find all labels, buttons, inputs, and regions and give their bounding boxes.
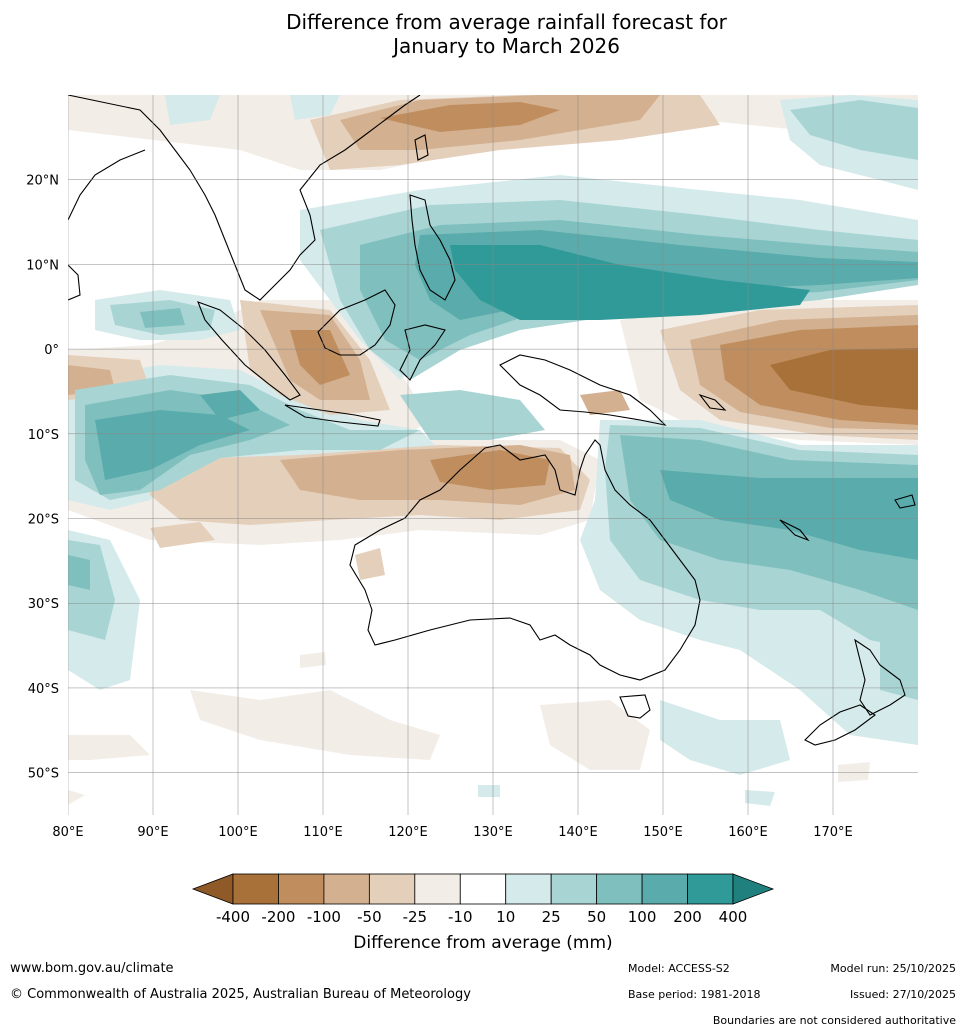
colorbar-swatch bbox=[323, 873, 370, 905]
sri-lanka-coast bbox=[68, 264, 81, 301]
coastlines bbox=[68, 95, 916, 746]
solomon-islands-coast bbox=[698, 393, 727, 411]
colorbar-tick-label: -100 bbox=[307, 908, 341, 926]
colorbar-tick-label: 50 bbox=[587, 908, 606, 926]
longitude-tick-label: 110°E bbox=[303, 825, 343, 840]
colorbar-swatch bbox=[278, 873, 325, 905]
colorbar-tick-label: 200 bbox=[673, 908, 702, 926]
latitude-tick-label: 20°N bbox=[26, 174, 59, 189]
base-period: Base period: 1981-2018 bbox=[628, 988, 761, 1001]
latitude-axis: 20°N 10°N 0° 10°S 20°S 30°S 40°S 50°S bbox=[26, 174, 59, 782]
model-name: Model: ACCESS-S2 bbox=[628, 962, 730, 975]
new-zealand-south-coast bbox=[804, 704, 876, 746]
colorbar-swatch bbox=[459, 873, 507, 905]
colorbar-swatch bbox=[550, 873, 598, 905]
tasmania-coast bbox=[619, 694, 651, 719]
colorbar-tick-label: 400 bbox=[719, 908, 748, 926]
boundaries-disclaimer: Boundaries are not considered authoritat… bbox=[712, 1014, 956, 1027]
asia-mainland-coast bbox=[68, 95, 421, 301]
graticule bbox=[68, 95, 918, 815]
longitude-tick-label: 160°E bbox=[728, 825, 768, 840]
colorbar-title: Difference from average (mm) bbox=[353, 933, 612, 953]
longitude-axis: 80°E 90°E 100°E 110°E 120°E 130°E 140°E 150°E 16… bbox=[52, 825, 852, 840]
anomaly-dry-extreme bbox=[770, 348, 918, 410]
website-link[interactable]: www.bom.gov.au/climate bbox=[10, 961, 174, 976]
fiji-coast bbox=[894, 494, 916, 509]
colorbar-tick-label: 10 bbox=[496, 908, 515, 926]
philippines-coast bbox=[409, 194, 456, 301]
colorbar-swatch bbox=[687, 873, 734, 905]
latitude-tick-label: 0° bbox=[44, 343, 59, 358]
colorbar: -400 -200 -100 -50 -25 -10 10 25 50 100 200 400 Dif… bbox=[191, 873, 775, 953]
colorbar-swatch bbox=[368, 873, 416, 905]
latitude-tick-label: 50°S bbox=[28, 767, 59, 782]
colorbar-swatch bbox=[596, 873, 643, 905]
new-guinea-coast bbox=[499, 354, 667, 426]
longitude-tick-label: 150°E bbox=[643, 825, 683, 840]
colorbar-tick-label: -10 bbox=[448, 908, 473, 926]
colorbar-tick-label: 100 bbox=[628, 908, 657, 926]
longitude-tick-label: 140°E bbox=[558, 825, 598, 840]
latitude-tick-label: 30°S bbox=[28, 597, 59, 612]
colorbar-tick-label: 25 bbox=[542, 908, 561, 926]
java-coast bbox=[284, 404, 381, 427]
longitude-tick-label: 120°E bbox=[388, 825, 428, 840]
title-line-2: January to March 2026 bbox=[393, 34, 620, 58]
copyright-text: © Commonwealth of Australia 2025, Austra… bbox=[10, 987, 471, 1002]
sulawesi-coast bbox=[399, 324, 446, 381]
colorbar-tick-label: -400 bbox=[216, 908, 250, 926]
colorbar-swatch bbox=[641, 873, 688, 905]
longitude-tick-label: 130°E bbox=[473, 825, 513, 840]
latitude-tick-label: 20°S bbox=[28, 513, 59, 528]
colorbar-swatch bbox=[414, 873, 461, 905]
india-coast bbox=[68, 149, 146, 221]
latitude-tick-label: 10°N bbox=[26, 258, 59, 273]
colorbar-under-arrow bbox=[191, 873, 234, 905]
anomaly-wet-extreme bbox=[450, 245, 810, 320]
chart-title: Difference from average rainfall forecas… bbox=[0, 10, 965, 58]
borneo-coast bbox=[317, 289, 396, 356]
longitude-tick-label: 100°E bbox=[218, 825, 258, 840]
colorbar-tick-label: -25 bbox=[403, 908, 428, 926]
australia-coast bbox=[349, 439, 701, 681]
taiwan-coast bbox=[414, 134, 429, 161]
title-line-1: Difference from average rainfall forecas… bbox=[286, 10, 727, 34]
colorbar-swatch bbox=[232, 873, 279, 905]
longitude-tick-label: 80°E bbox=[52, 825, 83, 840]
map-area bbox=[68, 95, 918, 815]
colorbar-tick-label: -50 bbox=[357, 908, 382, 926]
longitude-tick-label: 90°E bbox=[137, 825, 168, 840]
latitude-tick-label: 10°S bbox=[28, 428, 59, 443]
colorbar-over-arrow bbox=[732, 873, 775, 905]
latitude-tick-label: 40°S bbox=[28, 682, 59, 697]
colorbar-tick-label: -200 bbox=[261, 908, 295, 926]
new-zealand-north-coast bbox=[854, 638, 906, 716]
new-caledonia-coast bbox=[779, 519, 810, 542]
colorbar-swatch bbox=[505, 873, 552, 905]
sumatra-coast bbox=[197, 301, 301, 401]
model-run-date: Model run: 25/10/2025 bbox=[830, 962, 956, 975]
issued-date: Issued: 27/10/2025 bbox=[849, 988, 956, 1001]
longitude-tick-label: 170°E bbox=[813, 825, 853, 840]
